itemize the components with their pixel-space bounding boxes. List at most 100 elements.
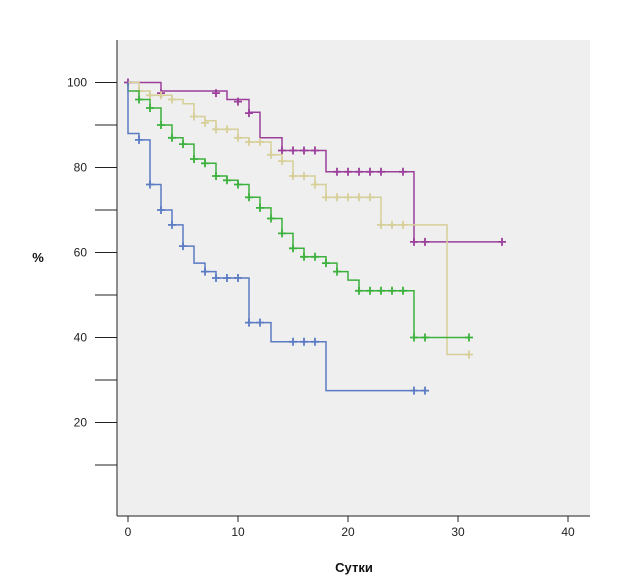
censor-mark xyxy=(234,97,242,106)
censor-mark xyxy=(322,193,330,202)
x-tick-label: 20 xyxy=(341,525,355,539)
censor-mark xyxy=(355,193,363,202)
censor-mark xyxy=(300,172,308,180)
censor-mark xyxy=(135,135,143,144)
censor-mark xyxy=(322,259,330,268)
censor-mark xyxy=(289,244,297,253)
censor-mark xyxy=(179,242,187,251)
censor-mark xyxy=(234,133,242,142)
censor-mark xyxy=(465,333,473,342)
censor-mark xyxy=(212,89,220,98)
censor-mark xyxy=(278,146,286,155)
censor-mark xyxy=(256,318,264,327)
censor-mark xyxy=(355,167,363,176)
censor-mark xyxy=(377,167,385,176)
censor-mark xyxy=(333,167,341,176)
censor-mark xyxy=(223,176,231,185)
y-tick-label: 60 xyxy=(74,246,88,260)
censor-mark xyxy=(355,286,363,295)
censor-mark xyxy=(135,95,143,104)
censor-mark xyxy=(421,333,429,342)
x-tick-label: 0 xyxy=(125,525,132,539)
censor-mark xyxy=(465,350,473,359)
censor-mark xyxy=(344,167,352,176)
censor-mark xyxy=(201,118,209,127)
censor-mark xyxy=(366,167,374,176)
censor-mark xyxy=(157,91,165,100)
censor-mark xyxy=(311,180,319,189)
y-tick-label: 100 xyxy=(67,76,87,90)
censor-mark xyxy=(278,229,286,238)
censor-mark xyxy=(311,252,319,261)
censor-mark xyxy=(168,220,176,229)
censor-mark xyxy=(245,193,253,202)
censor-mark xyxy=(190,112,198,121)
censor-mark xyxy=(245,109,253,118)
censor-mark xyxy=(410,237,418,246)
x-tick-label: 10 xyxy=(231,525,245,539)
censor-mark xyxy=(388,286,396,295)
x-tick-label: 30 xyxy=(451,525,465,539)
censor-mark xyxy=(267,214,275,223)
y-tick-label: 20 xyxy=(74,416,88,430)
censor-mark xyxy=(190,155,198,163)
censor-mark xyxy=(289,337,297,346)
censor-mark xyxy=(311,146,319,155)
censor-mark xyxy=(234,274,242,282)
axes-layer: 20 40 60 80 100 0 10 20 30 40 xyxy=(67,40,590,539)
censor-mark xyxy=(267,150,275,159)
censor-mark xyxy=(377,220,385,229)
censor-mark xyxy=(421,237,429,246)
censor-mark xyxy=(179,140,187,149)
censor-mark xyxy=(399,167,407,176)
censor-mark xyxy=(234,180,242,189)
plot-background xyxy=(117,40,590,516)
x-axis-title: Сутки xyxy=(335,560,373,575)
censor-mark xyxy=(498,237,506,246)
censor-mark xyxy=(300,252,308,261)
censor-mark xyxy=(311,337,319,346)
censor-mark xyxy=(201,267,209,276)
y-tick-label: 80 xyxy=(74,161,88,175)
censor-mark xyxy=(256,138,264,146)
censor-mark xyxy=(388,220,396,229)
censor-mark xyxy=(146,180,154,189)
censor-mark xyxy=(421,386,429,395)
censor-mark xyxy=(300,337,308,346)
censor-mark xyxy=(366,286,374,295)
censor-mark xyxy=(399,220,407,229)
censor-mark xyxy=(399,286,407,295)
censor-mark xyxy=(300,146,308,155)
censor-mark xyxy=(344,193,352,202)
censor-mark xyxy=(333,267,341,276)
y-axis-title: % xyxy=(32,250,44,265)
censor-mark xyxy=(157,206,165,214)
censor-mark xyxy=(366,193,374,202)
censor-mark xyxy=(289,146,297,155)
censor-mark xyxy=(157,121,165,129)
series-layer xyxy=(124,78,506,395)
censor-mark xyxy=(223,125,231,134)
censor-mark xyxy=(212,125,220,134)
censor-mark xyxy=(333,193,341,202)
censor-mark xyxy=(146,104,154,112)
censor-mark xyxy=(201,159,209,168)
censor-mark xyxy=(223,274,231,282)
censor-mark xyxy=(289,172,297,180)
censor-mark xyxy=(168,133,176,142)
y-tick-label: 40 xyxy=(74,331,88,345)
x-tick-label: 40 xyxy=(561,525,575,539)
censor-mark xyxy=(212,274,220,282)
censor-mark xyxy=(212,172,220,180)
censor-mark xyxy=(410,386,418,395)
censor-mark xyxy=(410,333,418,342)
censor-mark xyxy=(377,286,385,295)
censor-mark xyxy=(146,91,154,100)
censor-mark xyxy=(245,318,253,327)
censor-mark xyxy=(245,138,253,146)
censor-mark xyxy=(278,157,286,166)
censor-mark xyxy=(168,95,176,104)
series-line-4 xyxy=(127,82,425,392)
censor-mark xyxy=(256,203,264,212)
